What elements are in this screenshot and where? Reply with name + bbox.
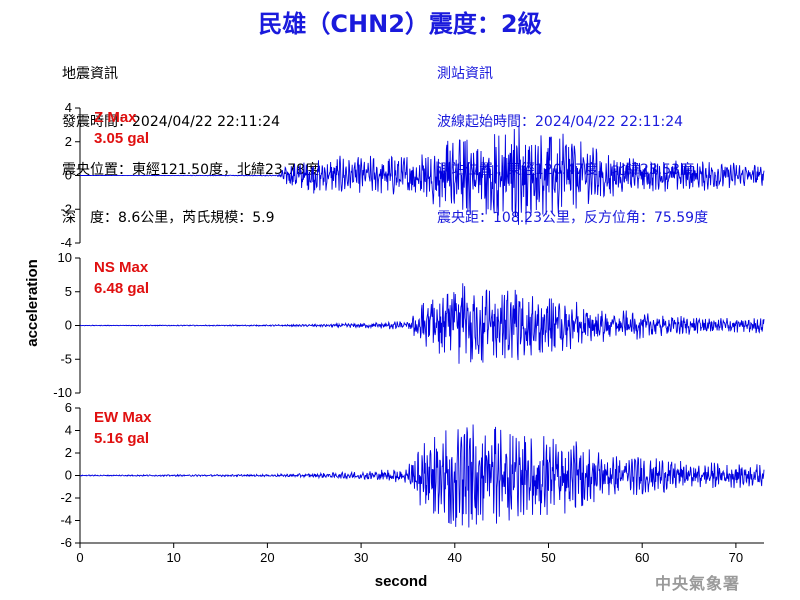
waveform-1 xyxy=(79,283,765,364)
x-tick-label: 0 xyxy=(76,550,83,565)
x-tick-label: 70 xyxy=(729,550,743,565)
channel-label-0: Z Max xyxy=(94,109,137,126)
y-tick-label-1: -10 xyxy=(53,385,72,400)
y-axis-label: acceleration xyxy=(24,259,41,347)
y-tick-label-1: 0 xyxy=(65,318,72,333)
x-axis-label: second xyxy=(375,573,428,590)
origin-time: 發震時間：2024/04/22 22:11:24 xyxy=(62,114,281,130)
x-tick-label: 60 xyxy=(635,550,649,565)
x-tick-label: 50 xyxy=(541,550,555,565)
channel-label-1: NS Max xyxy=(94,259,149,276)
x-tick-label: 40 xyxy=(448,550,462,565)
max-value-label-2: 5.16 gal xyxy=(94,430,149,447)
y-tick-label-2: -4 xyxy=(60,513,72,528)
waveform-2 xyxy=(79,424,765,528)
y-tick-label-2: -2 xyxy=(60,490,72,505)
y-tick-label-0: 4 xyxy=(65,100,72,115)
depth-magnitude: 深 度：8.6公里，芮氏規模：5.9 xyxy=(62,210,275,226)
y-tick-label-0: -4 xyxy=(60,235,72,250)
waveform-0 xyxy=(80,125,765,225)
station-info-heading: 測站資訊 xyxy=(437,66,493,82)
y-tick-label-2: 2 xyxy=(65,445,72,460)
distance-azimuth: 震央距：108.23公里，反方位角：75.59度 xyxy=(437,210,709,226)
station-info: 測站資訊 波線起始時間：2024/04/22 22:11:24 測站位置：東經1… xyxy=(437,34,708,242)
max-value-label-0: 3.05 gal xyxy=(94,130,149,147)
max-value-label-1: 6.48 gal xyxy=(94,280,149,297)
y-tick-label-2: 4 xyxy=(65,423,72,438)
y-tick-label-0: 0 xyxy=(65,168,72,183)
y-tick-label-0: 2 xyxy=(65,134,72,149)
x-tick-label: 30 xyxy=(354,550,368,565)
x-tick-label: 20 xyxy=(260,550,274,565)
channel-label-2: EW Max xyxy=(94,409,152,426)
y-tick-label-0: -2 xyxy=(60,201,72,216)
y-tick-label-1: 5 xyxy=(65,284,72,299)
quake-info: 地震資訊 發震時間：2024/04/22 22:11:24 震央位置：東經121… xyxy=(62,34,319,242)
x-tick-label: 10 xyxy=(166,550,180,565)
quake-info-heading: 地震資訊 xyxy=(62,66,118,82)
y-tick-label-2: 0 xyxy=(65,468,72,483)
agency-logo-text: 中央氣象署 xyxy=(655,574,741,593)
wave-start-time: 波線起始時間：2024/04/22 22:11:24 xyxy=(437,114,684,130)
epicenter-location: 震央位置：東經121.50度，北緯23.78度 xyxy=(62,162,320,178)
y-tick-label-2: -6 xyxy=(60,535,72,550)
y-tick-label-1: -5 xyxy=(60,351,72,366)
page-title: 民雄（CHN2）震度：2級 xyxy=(258,10,542,38)
y-tick-label-2: 6 xyxy=(65,400,72,415)
y-tick-label-1: 10 xyxy=(58,250,72,265)
